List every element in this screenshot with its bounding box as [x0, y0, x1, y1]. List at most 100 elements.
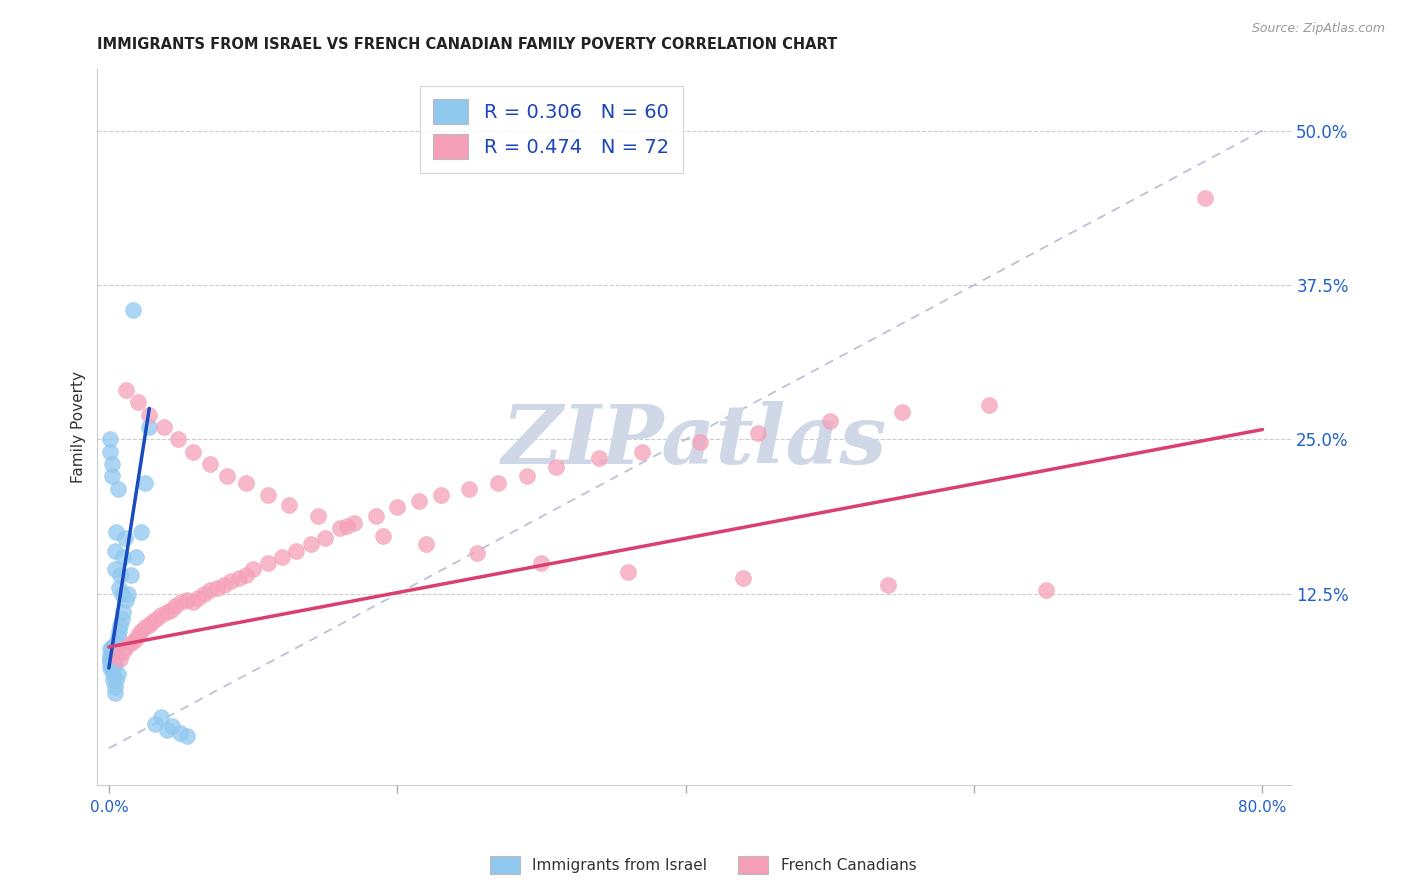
Point [343, 516, 366, 531]
Point [134, 620, 156, 634]
Point [100, 469, 122, 483]
Text: Source: ZipAtlas.com: Source: ZipAtlas.com [1251, 22, 1385, 36]
Point [631, 444, 654, 458]
Point [256, 488, 278, 502]
Point [120, 636, 142, 650]
Point [100, 655, 122, 669]
Point [100, 645, 122, 659]
Point [235, 568, 257, 582]
Point [107, 667, 129, 681]
Point [100, 640, 122, 654]
Point [198, 583, 221, 598]
Point [516, 469, 538, 483]
Point [588, 450, 610, 465]
Point [149, 607, 172, 622]
Point [138, 617, 160, 632]
Point [170, 595, 193, 609]
Point [143, 716, 166, 731]
Point [336, 519, 359, 533]
Point [129, 624, 152, 638]
Point [181, 444, 204, 458]
Point [187, 591, 209, 605]
Point [105, 648, 128, 663]
Point [100, 457, 122, 471]
Point [103, 648, 125, 662]
Point [138, 408, 160, 422]
Point [235, 475, 257, 490]
Point [152, 420, 174, 434]
Point [100, 652, 122, 666]
Point [162, 719, 184, 733]
Point [107, 482, 129, 496]
Point [167, 433, 190, 447]
Point [122, 302, 145, 317]
Point [221, 574, 243, 589]
Point [429, 488, 451, 502]
Point [98, 444, 121, 458]
Point [103, 667, 125, 681]
Point [127, 395, 149, 409]
Point [105, 642, 128, 657]
Point [141, 615, 163, 630]
Point [124, 632, 146, 647]
Point [217, 469, 239, 483]
Point [114, 531, 136, 545]
Point [371, 529, 394, 543]
Point [108, 581, 131, 595]
Point [1194, 192, 1216, 206]
Point [544, 459, 567, 474]
Point [205, 581, 228, 595]
Point [115, 383, 138, 397]
Point [747, 426, 769, 441]
Legend: R = 0.306   N = 60, R = 0.474   N = 72: R = 0.306 N = 60, R = 0.474 N = 72 [419, 86, 682, 172]
Point [103, 657, 125, 672]
Point [98, 642, 121, 657]
Point [103, 642, 125, 657]
Point [160, 603, 183, 617]
Point [105, 636, 128, 650]
Point [193, 587, 215, 601]
Point [387, 500, 409, 515]
Point [98, 655, 121, 669]
Point [530, 556, 553, 570]
Point [149, 710, 172, 724]
Point [111, 611, 134, 625]
Point [104, 562, 127, 576]
Point [733, 571, 755, 585]
Point [100, 648, 122, 663]
Point [115, 640, 138, 654]
Point [104, 657, 127, 672]
Point [129, 524, 152, 539]
Point [103, 652, 125, 666]
Point [107, 630, 129, 644]
Point [110, 617, 132, 632]
Text: 80.0%: 80.0% [1239, 800, 1286, 815]
Point [228, 571, 250, 585]
Point [155, 606, 177, 620]
Point [105, 524, 128, 539]
Point [108, 624, 131, 638]
Point [165, 599, 187, 614]
Point [138, 420, 160, 434]
Point [120, 568, 142, 582]
Point [112, 549, 135, 564]
Point [104, 648, 127, 662]
Point [134, 475, 156, 490]
Point [329, 521, 352, 535]
Point [176, 593, 198, 607]
Point [127, 627, 149, 641]
Point [111, 587, 134, 601]
Point [104, 686, 127, 700]
Text: 0.0%: 0.0% [90, 800, 128, 815]
Point [465, 546, 488, 560]
Point [100, 661, 122, 675]
Point [458, 482, 481, 496]
Point [104, 543, 127, 558]
Point [104, 652, 127, 666]
Point [242, 562, 264, 576]
Point [617, 565, 640, 579]
Point [117, 587, 139, 601]
Point [977, 398, 1000, 412]
Point [100, 657, 122, 672]
Point [103, 673, 125, 688]
